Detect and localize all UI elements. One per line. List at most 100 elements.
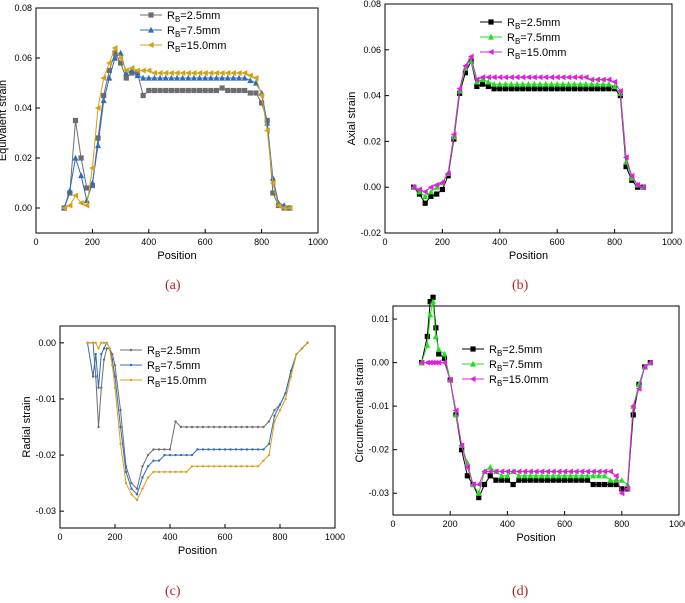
y-tick-label-a-1: 0.02 bbox=[14, 153, 32, 163]
data-point-b-1-17 bbox=[508, 80, 515, 87]
caption-d: (d) bbox=[512, 584, 529, 599]
data-point-d-0-10 bbox=[464, 473, 470, 479]
data-point-c-1-18 bbox=[163, 453, 166, 457]
data-point-c-1-2 bbox=[94, 352, 97, 356]
data-point-a-1-27 bbox=[213, 74, 220, 81]
data-point-c-0-23 bbox=[190, 425, 194, 429]
data-point-d-2-20 bbox=[521, 468, 528, 475]
data-point-b-2-4 bbox=[433, 181, 440, 188]
data-point-c-2-17 bbox=[157, 470, 161, 474]
data-point-a-0-7 bbox=[101, 92, 107, 99]
data-point-d-2-29 bbox=[572, 468, 579, 475]
data-point-a-0-18 bbox=[163, 87, 169, 94]
data-point-a-0-28 bbox=[219, 85, 225, 91]
data-point-c-2-7 bbox=[108, 347, 111, 350]
data-point-a-0-37 bbox=[270, 190, 276, 196]
x-tick-label-d-3: 600 bbox=[557, 519, 572, 529]
caption-a: (a) bbox=[165, 278, 181, 293]
data-point-a-2-22 bbox=[185, 70, 191, 76]
data-point-c-0-8 bbox=[111, 352, 114, 356]
data-point-b-2-24 bbox=[548, 74, 555, 81]
data-point-a-2-20 bbox=[173, 70, 180, 76]
data-point-d-0-18 bbox=[510, 481, 516, 488]
y-tick-label-c-3: 0.00 bbox=[38, 338, 56, 348]
data-point-c-2-1 bbox=[91, 341, 95, 345]
data-point-d-2-16 bbox=[498, 468, 505, 475]
data-point-b-0-21 bbox=[531, 86, 537, 92]
y-tick-label-d-3: 0.00 bbox=[371, 358, 389, 368]
data-point-c-0-27 bbox=[212, 425, 216, 429]
data-point-a-2-30 bbox=[230, 70, 236, 76]
legend-marker-a-2 bbox=[147, 42, 154, 48]
data-point-c-2-2 bbox=[94, 341, 97, 345]
x-tick-label-c-2: 400 bbox=[162, 532, 177, 542]
x-tick-label-c-3: 600 bbox=[217, 532, 232, 542]
data-point-c-2-18 bbox=[163, 470, 166, 474]
data-point-b-2-35 bbox=[611, 78, 618, 85]
data-point-a-1-23 bbox=[190, 74, 197, 81]
data-point-d-0-26 bbox=[556, 477, 562, 483]
data-point-b-2-39 bbox=[634, 181, 641, 188]
data-point-c-2-37 bbox=[267, 453, 271, 457]
data-point-a-1-32 bbox=[241, 74, 248, 81]
data-point-b-0-34 bbox=[606, 86, 612, 92]
data-point-b-2-9 bbox=[462, 62, 468, 69]
data-point-c-1-39 bbox=[278, 403, 282, 406]
data-point-d-0-33 bbox=[596, 481, 602, 488]
data-point-c-2-16 bbox=[152, 470, 155, 474]
data-point-a-2-9 bbox=[111, 45, 118, 51]
data-point-d-2-11 bbox=[469, 481, 476, 488]
x-tick-label-a-4: 800 bbox=[254, 237, 269, 247]
data-point-c-2-39 bbox=[278, 408, 282, 412]
data-point-c-2-36 bbox=[262, 459, 265, 462]
data-point-d-2-0 bbox=[418, 359, 425, 366]
data-point-c-2-15 bbox=[146, 476, 150, 479]
legend-label-c-0: RB=2.5mm bbox=[147, 345, 200, 359]
data-point-d-1-4 bbox=[432, 333, 439, 340]
data-point-d-2-12 bbox=[475, 481, 482, 488]
data-point-d-0-16 bbox=[499, 477, 505, 483]
series-line-d-0 bbox=[421, 295, 651, 499]
data-point-d-2-39 bbox=[630, 403, 636, 410]
data-point-c-1-30 bbox=[229, 448, 232, 451]
y-tick-label-d-2: -0.01 bbox=[368, 401, 389, 411]
data-point-c-2-20 bbox=[174, 470, 177, 474]
data-point-c-2-4 bbox=[100, 341, 103, 345]
data-point-d-0-4 bbox=[433, 325, 439, 331]
data-point-a-1-25 bbox=[202, 74, 209, 81]
data-point-d-2-25 bbox=[549, 468, 556, 475]
data-point-b-2-36 bbox=[617, 88, 623, 95]
data-point-d-0-19 bbox=[516, 477, 522, 483]
series-d-2 bbox=[418, 359, 653, 497]
data-point-c-1-5 bbox=[102, 347, 106, 350]
data-point-d-1-22 bbox=[533, 472, 539, 479]
data-point-b-0-11 bbox=[474, 83, 480, 90]
data-point-d-0-34 bbox=[602, 481, 608, 488]
data-point-b-2-13 bbox=[485, 74, 491, 81]
data-point-a-0-4 bbox=[84, 185, 90, 191]
x-tick-label-c-1: 200 bbox=[107, 532, 122, 542]
data-point-d-2-10 bbox=[464, 464, 470, 471]
data-point-b-1-13 bbox=[485, 78, 492, 85]
data-point-b-0-20 bbox=[525, 86, 532, 92]
data-point-c-2-21 bbox=[179, 470, 183, 474]
x-tick-label-a-3: 600 bbox=[198, 237, 213, 247]
y-tick-label-b-5: 0.08 bbox=[363, 0, 381, 9]
data-point-d-1-12 bbox=[475, 490, 482, 496]
data-point-a-0-3 bbox=[78, 155, 84, 161]
data-point-c-2-5 bbox=[102, 341, 106, 345]
data-point-d-0-15 bbox=[493, 477, 499, 483]
series-b-0 bbox=[411, 58, 646, 206]
x-tick-label-d-2: 400 bbox=[500, 519, 515, 529]
data-point-a-0-9 bbox=[112, 50, 118, 56]
data-point-b-2-40 bbox=[640, 184, 646, 191]
data-point-d-2-31 bbox=[584, 468, 591, 475]
data-point-a-1-18 bbox=[162, 74, 169, 81]
data-point-a-1-21 bbox=[179, 74, 186, 81]
data-point-c-0-38 bbox=[273, 408, 276, 412]
data-point-b-0-9 bbox=[462, 70, 468, 76]
data-point-d-1-23 bbox=[538, 472, 545, 479]
data-point-d-2-32 bbox=[590, 468, 596, 475]
data-point-d-1-5 bbox=[435, 346, 442, 353]
data-point-d-0-2 bbox=[427, 299, 433, 305]
